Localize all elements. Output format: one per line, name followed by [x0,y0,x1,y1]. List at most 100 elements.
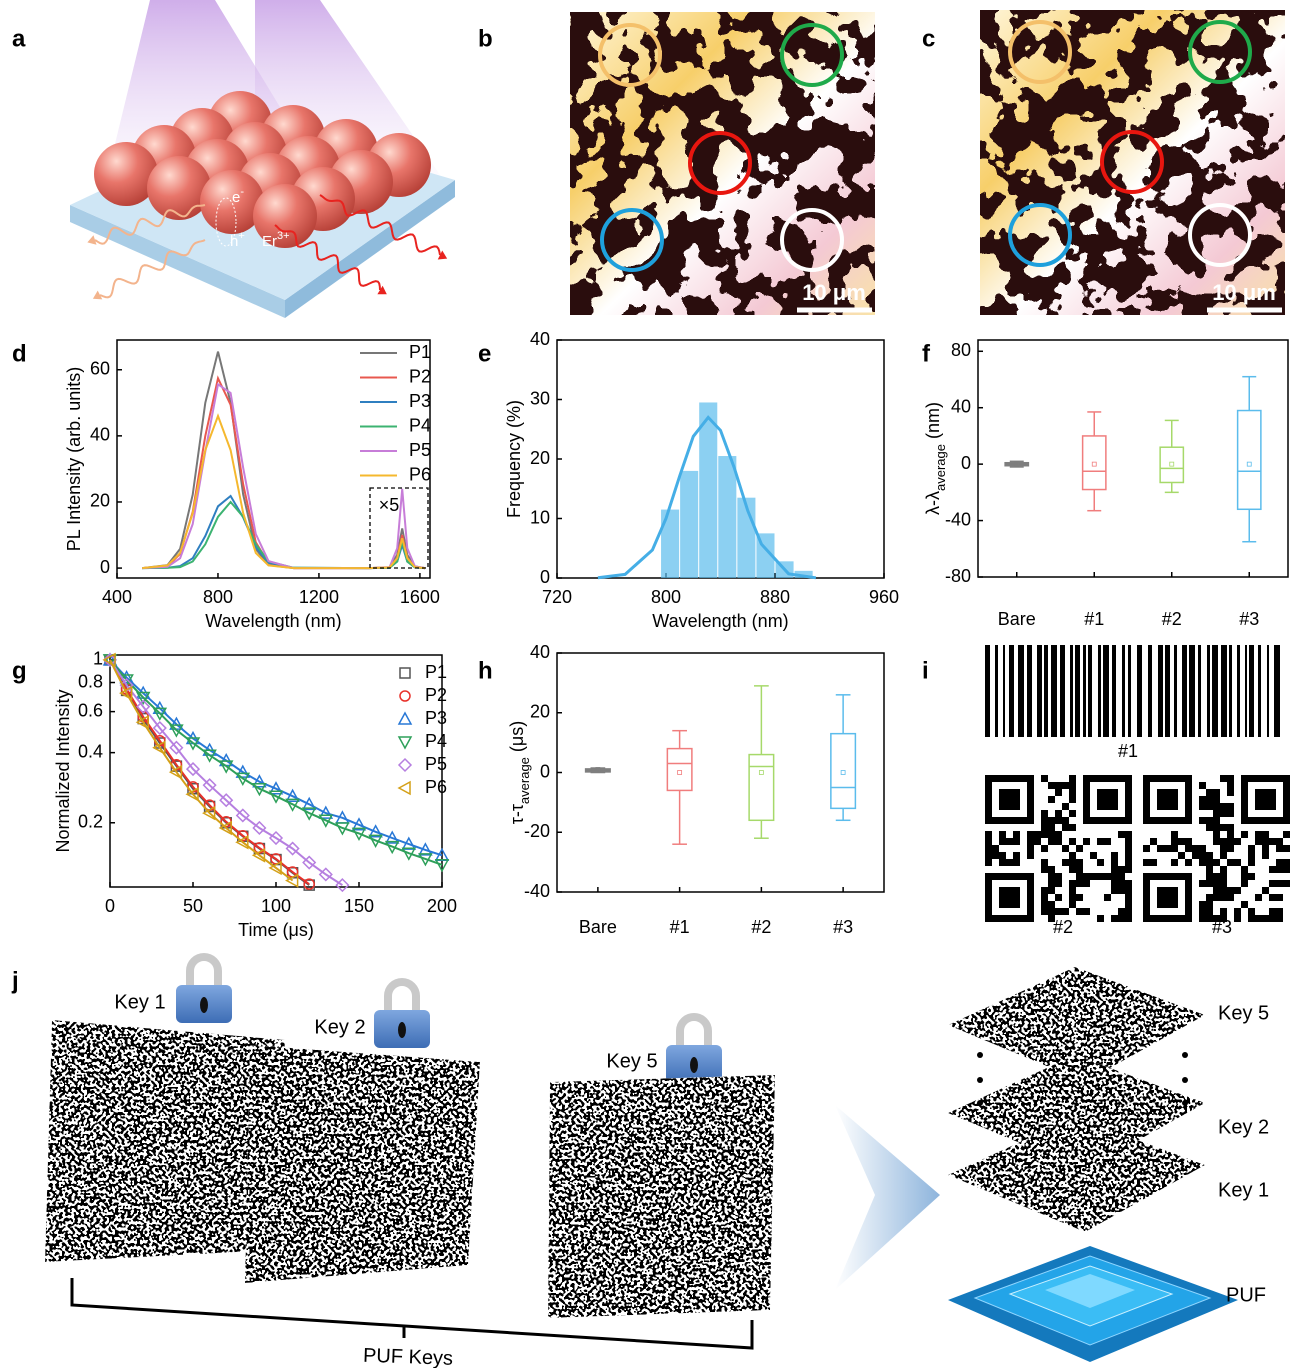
qr-module [1227,803,1234,810]
qr-module [1125,845,1132,852]
qr-module [1220,824,1227,831]
qr-module [1213,824,1220,831]
label-part: Er [262,233,277,250]
qr-module [1213,873,1220,880]
qr-module [1171,845,1178,852]
qr-module [1213,796,1220,803]
qr-module [1199,782,1206,789]
keyhole [200,997,208,1013]
qr-module [1227,894,1234,901]
qr-module [1125,887,1132,894]
qr-module [1062,908,1069,915]
qr-module [1069,866,1076,873]
qr-module [1118,915,1125,922]
qr-module [1125,852,1132,859]
barcode-bar [1122,645,1125,737]
box [749,755,774,821]
qr-module [1269,880,1276,887]
category-label: #3 [833,917,853,937]
barcode-bar [1165,645,1170,737]
qr-module [1150,838,1157,845]
barcode-bar [1267,645,1269,737]
qr-module [1111,887,1118,894]
y-tick-label: 0.6 [78,700,103,720]
qr-finder [1157,887,1178,908]
qr-module [1199,859,1206,866]
qr-module [1069,887,1076,894]
qr-module [1276,866,1283,873]
qr-module [1048,817,1055,824]
qr-module [1276,894,1283,901]
qr-module [1171,859,1178,866]
qr-module [1048,873,1055,880]
qr-module [1213,880,1220,887]
panel-label: i [922,657,929,684]
qr-module [1062,803,1069,810]
qr-module [1241,901,1248,908]
code-label: #2 [1053,917,1073,937]
ellipsis-dot [1182,1077,1188,1083]
qr-module [1062,824,1069,831]
fit-curve [110,660,442,865]
qr-module [1055,831,1062,838]
barcode-bar [995,645,998,737]
micrograph [570,12,875,315]
qr-module [1118,866,1125,873]
annotation: ×5 [379,495,400,515]
qr-module [1227,775,1234,782]
device-label: PUF [1226,1284,1266,1306]
qr-module [1206,908,1213,915]
y-tick-label: 0 [100,557,110,577]
key-pattern [548,1075,775,1318]
qr-module [1083,908,1090,915]
marker [399,713,411,724]
qr-module [1262,845,1269,852]
ellipsis-dot [1182,1052,1188,1058]
qr-module [1041,887,1048,894]
qr-module [1220,838,1227,845]
qr-module [1276,838,1283,845]
ellipsis-dot [977,1077,983,1083]
y-tick-label: 0 [540,567,550,587]
qr-module [1041,831,1048,838]
qr-finder [1255,789,1276,810]
barcode-bar [1198,645,1201,737]
qr-module [1269,908,1276,915]
y-tick-label: 20 [90,491,110,511]
scale-bar-label: 10 μm [802,280,866,305]
qr-module [1220,845,1227,852]
qr-module [1062,845,1069,852]
category-label: #2 [1162,609,1182,629]
qr-module [1227,859,1234,866]
barcode-bar [1098,645,1101,737]
qr-module [1220,873,1227,880]
barcode-bar [1237,645,1240,737]
y-tick-label: -80 [945,566,971,586]
barcode-bar [1258,645,1261,737]
y-tick-label: -40 [524,881,550,901]
qr-module [1206,894,1213,901]
qr-module [1283,831,1290,838]
panel-label: f [922,340,931,367]
qr-module [999,859,1006,866]
qr-module [1097,915,1104,922]
qr-module [999,831,1006,838]
histogram-bar [718,456,736,578]
marker [400,668,410,678]
x-tick-label: 960 [869,587,899,607]
qr-module [1118,880,1125,887]
qr-module [1227,789,1234,796]
qr-module [1034,831,1041,838]
y-axis-label: λ-λaverage (nm) [923,402,948,515]
barcode-bar [1249,645,1254,737]
qr-module [1206,803,1213,810]
x-tick-label: 1600 [400,587,440,607]
qr-module [1013,838,1020,845]
qr-module [1255,894,1262,901]
barcode-bar [1221,645,1227,737]
qr-module [1220,908,1227,915]
qr-module [1041,866,1048,873]
legend-label: P1 [425,662,447,682]
qr-module [1206,866,1213,873]
y-tick-label: 60 [90,359,110,379]
